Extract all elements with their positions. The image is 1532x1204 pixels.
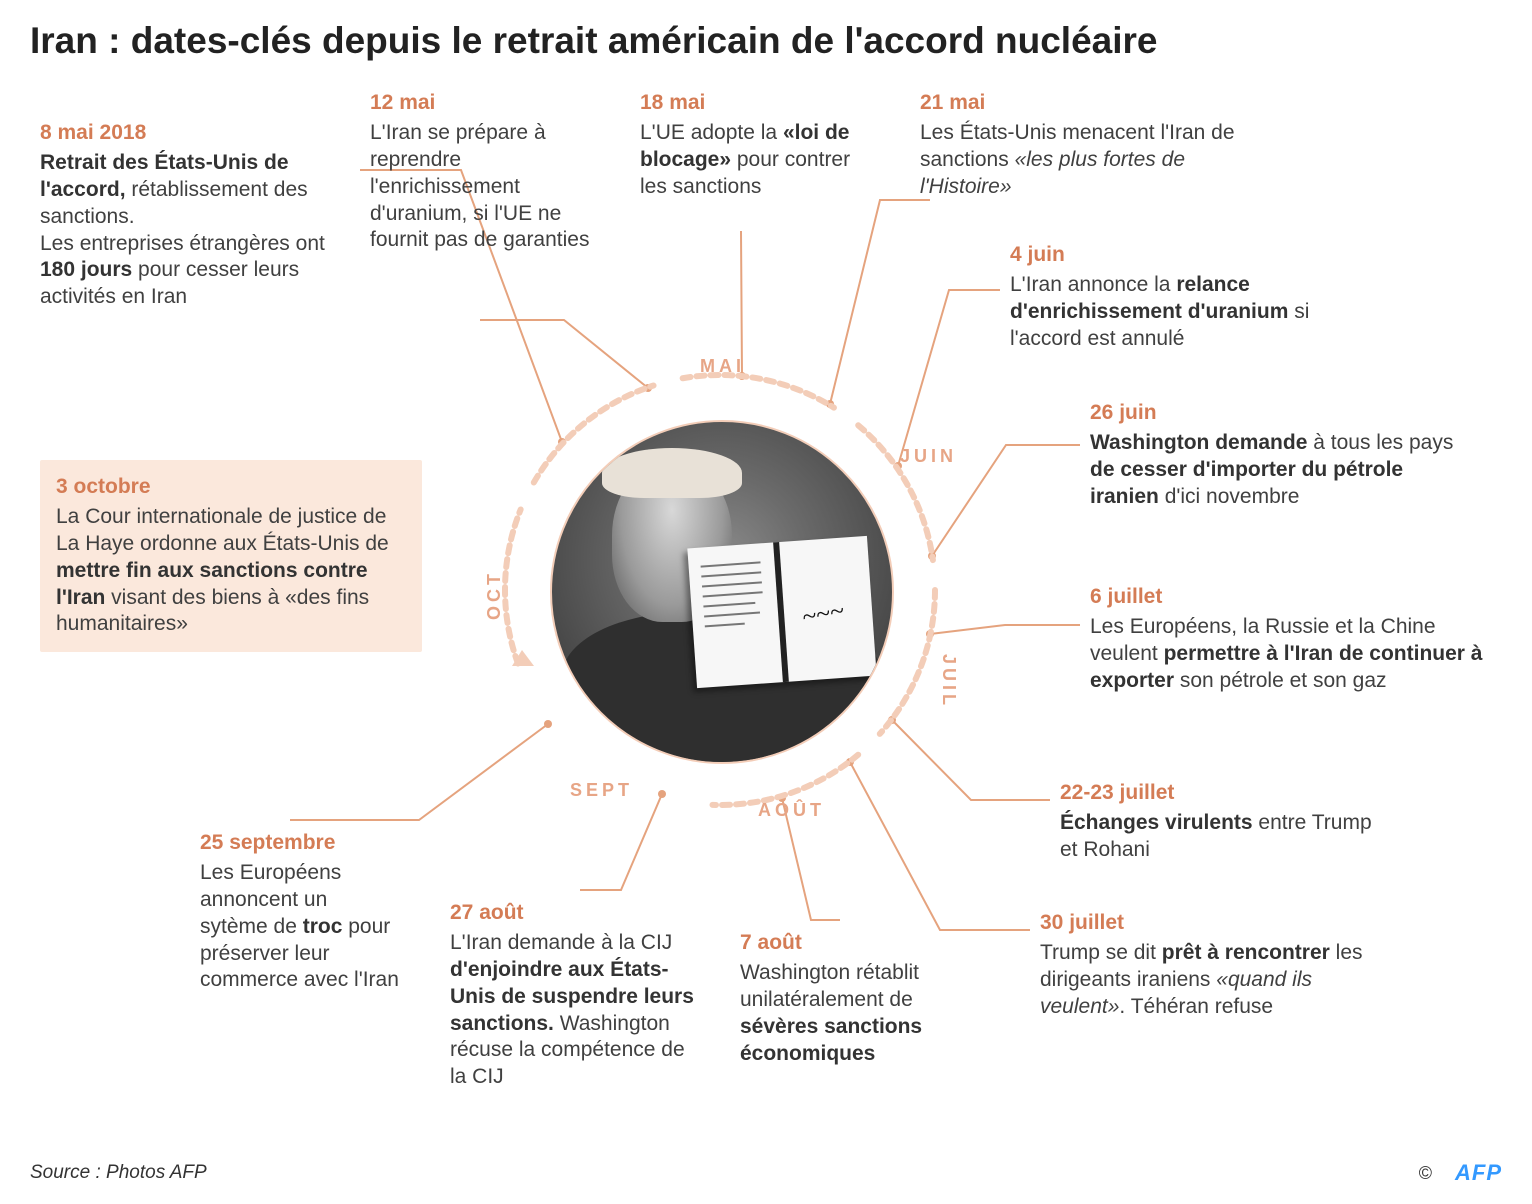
event-e4: 21 mai Les États-Unis menacent l'Iran de … (920, 90, 1280, 201)
event-e8: 22-23 juillet Échanges virulents entre Tr… (1060, 780, 1390, 864)
month-label-sept: SEPT (570, 780, 633, 801)
event-e3: 18 mai L'UE adopte la «loi de blocage» po… (640, 90, 860, 201)
month-label-aout: AOÛT (758, 800, 825, 821)
month-label-juil: JUIL (938, 654, 959, 709)
center-photo: ~~~ (550, 420, 894, 764)
event-date: 22-23 juillet (1060, 780, 1390, 807)
event-body: Échanges virulents entre Trump et Rohani (1060, 810, 1390, 864)
event-e6: 26 juin Washington demande à tous les pay… (1090, 400, 1460, 511)
event-body: Les Européens annoncent un sytème de tro… (200, 860, 400, 994)
event-body: Washington rétablit unilatéralement de s… (740, 960, 960, 1068)
event-e10: 7 août Washington rétablit unilatéralemen… (740, 930, 960, 1067)
event-date: 4 juin (1010, 242, 1370, 269)
signed-document: ~~~ (687, 536, 876, 688)
event-body: La Cour internationale de justice de La … (56, 504, 406, 638)
event-date: 6 juillet (1090, 584, 1490, 611)
event-e12: 25 septembre Les Européens annoncent un s… (200, 830, 400, 994)
radial-diagram: ~~~ MAI JUIN JUIL AOÛT SEPT OCT (530, 400, 910, 780)
event-body: Les États-Unis menacent l'Iran de sancti… (920, 120, 1280, 201)
month-label-oct: OCT (484, 570, 505, 620)
event-date: 8 mai 2018 (40, 120, 340, 147)
event-body: L'Iran demande à la CIJ d'enjoindre aux … (450, 930, 700, 1091)
event-date: 21 mai (920, 90, 1280, 117)
event-date: 25 septembre (200, 830, 400, 857)
event-date: 18 mai (640, 90, 860, 117)
event-body: L'UE adopte la «loi de blocage» pour con… (640, 120, 860, 201)
event-e9: 30 juillet Trump se dit prêt à rencontrer… (1040, 910, 1370, 1021)
event-e11: 27 août L'Iran demande à la CIJ d'enjoind… (450, 900, 700, 1091)
infographic-page: Iran : dates-clés depuis le retrait amér… (0, 0, 1532, 1204)
event-date: 7 août (740, 930, 960, 957)
event-date: 12 mai (370, 90, 600, 117)
event-body: L'Iran annonce la relance d'enrichisseme… (1010, 272, 1370, 353)
event-date: 27 août (450, 900, 700, 927)
copyright: © (1419, 1163, 1432, 1184)
page-title: Iran : dates-clés depuis le retrait amér… (30, 20, 1158, 62)
brand-logo: AFP (1455, 1160, 1502, 1186)
event-body: Les Européens, la Russie et la Chine veu… (1090, 614, 1490, 695)
event-date: 30 juillet (1040, 910, 1370, 937)
event-e5: 4 juin L'Iran annonce la relance d'enrich… (1010, 242, 1370, 353)
event-e7: 6 juillet Les Européens, la Russie et la … (1090, 584, 1490, 695)
event-date: 3 octobre (56, 474, 406, 501)
event-body: Washington demande à tous les pays de ce… (1090, 430, 1460, 511)
event-e13: 3 octobre La Cour internationale de justi… (40, 460, 422, 652)
event-e1: 8 mai 2018 Retrait des États-Unis de l'ac… (40, 120, 340, 311)
month-label-mai: MAI (700, 356, 745, 377)
event-body: L'Iran se prépare à reprendre l'enrichis… (370, 120, 600, 254)
event-date: 26 juin (1090, 400, 1460, 427)
event-body: Retrait des États-Unis de l'accord, réta… (40, 150, 340, 311)
source-credit: Source : Photos AFP (30, 1162, 207, 1184)
month-label-juin: JUIN (900, 446, 957, 467)
event-e2: 12 mai L'Iran se prépare à reprendre l'en… (370, 90, 600, 254)
event-body: Trump se dit prêt à rencontrer les dirig… (1040, 940, 1370, 1021)
